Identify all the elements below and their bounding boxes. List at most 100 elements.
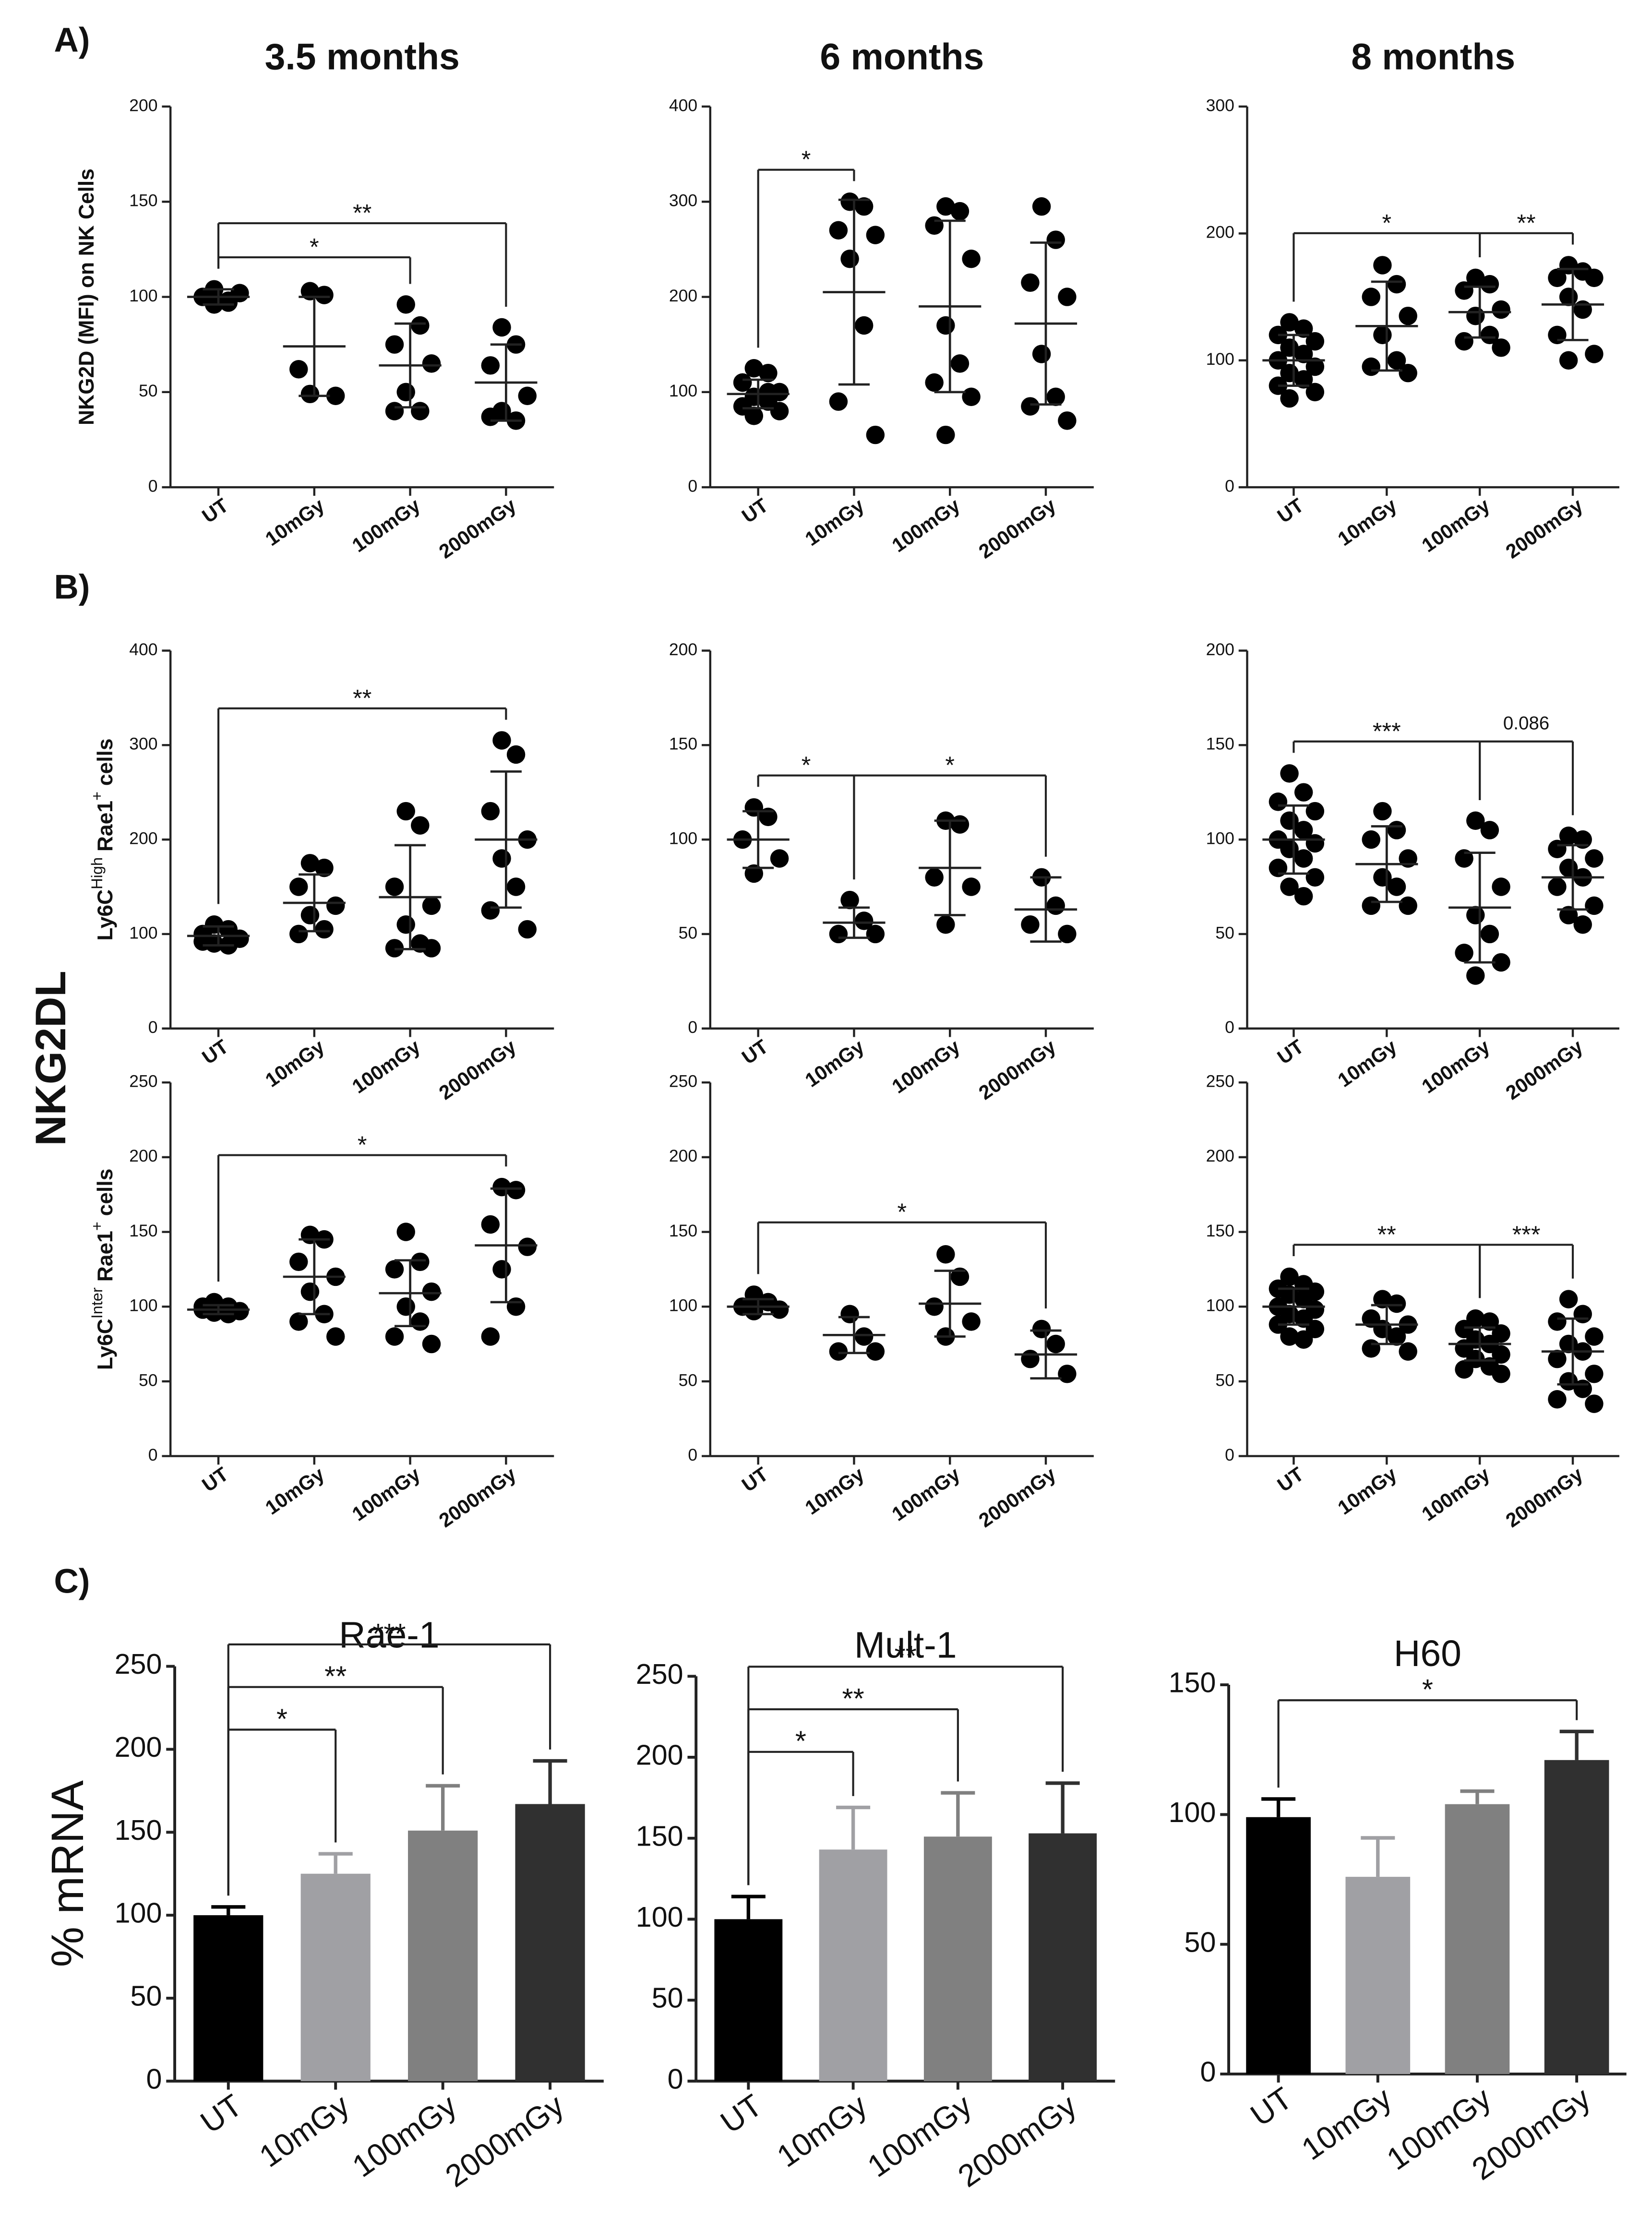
y-tick-label: 50 bbox=[679, 923, 698, 942]
y-tick-label: 0 bbox=[688, 1445, 697, 1464]
y-axis-label-part: Inter bbox=[88, 1287, 106, 1319]
data-point bbox=[411, 316, 430, 335]
sd-bar bbox=[934, 819, 966, 916]
error-bar bbox=[941, 1791, 975, 1837]
y-tick-label: 150 bbox=[669, 1221, 697, 1240]
data-point bbox=[506, 1297, 526, 1316]
error-bar bbox=[731, 1895, 766, 1919]
data-point bbox=[866, 1342, 885, 1361]
data-point bbox=[481, 1215, 500, 1234]
y-tick-label: 250 bbox=[636, 1658, 683, 1690]
sd-bar bbox=[742, 810, 774, 869]
data-point bbox=[1492, 338, 1510, 357]
y-tick-label: 200 bbox=[669, 286, 697, 305]
data-point bbox=[1058, 411, 1077, 430]
y-tick-label: 200 bbox=[115, 1731, 162, 1763]
significance-bracket: ** bbox=[1293, 1221, 1481, 1298]
data-point bbox=[950, 815, 970, 834]
y-tick-label: 0 bbox=[146, 2063, 162, 2095]
y-tick-label: 150 bbox=[115, 1814, 162, 1846]
data-point bbox=[289, 360, 308, 379]
data-point bbox=[1559, 826, 1578, 845]
sd-bar bbox=[1278, 1287, 1309, 1326]
significance-label: *** bbox=[1512, 1221, 1541, 1248]
data-point bbox=[300, 1282, 320, 1301]
data-point bbox=[1032, 345, 1051, 363]
data-point bbox=[936, 915, 955, 934]
y-tick-label: 150 bbox=[1206, 734, 1234, 754]
bar bbox=[1029, 1833, 1097, 2081]
data-point bbox=[1032, 197, 1051, 216]
y-tick-label: 50 bbox=[652, 1982, 683, 2014]
data-point bbox=[1573, 915, 1592, 934]
sd-bar bbox=[203, 925, 234, 947]
data-point bbox=[744, 359, 764, 378]
data-point bbox=[1559, 1290, 1578, 1308]
significance-label: * bbox=[358, 1131, 367, 1158]
y-tick-label: 100 bbox=[669, 828, 697, 848]
sd-bar bbox=[838, 906, 870, 939]
data-point bbox=[1362, 357, 1380, 376]
significance-bracket: * bbox=[217, 1131, 507, 1282]
y-tick-label: 100 bbox=[636, 1901, 683, 1933]
significance-label: *** bbox=[1373, 717, 1401, 744]
data-point bbox=[1305, 332, 1325, 351]
sd-bar bbox=[1030, 876, 1062, 943]
sd-bar bbox=[1464, 1326, 1496, 1362]
chart-title: 6 months bbox=[820, 36, 984, 78]
chart-title: Mult-1 bbox=[854, 1624, 957, 1666]
chart-title: H60 bbox=[1394, 1633, 1461, 1674]
data-point bbox=[300, 384, 320, 404]
data-point bbox=[1280, 877, 1299, 896]
significance-label: ** bbox=[842, 1682, 864, 1715]
significance-label: * bbox=[802, 145, 811, 173]
bar bbox=[193, 1915, 263, 2081]
y-tick-label: 0 bbox=[1225, 1018, 1234, 1037]
y-tick-label: 0 bbox=[148, 1445, 158, 1464]
data-point bbox=[1305, 383, 1325, 402]
data-point bbox=[492, 318, 511, 337]
data-point bbox=[1548, 325, 1567, 345]
data-point bbox=[1280, 1327, 1299, 1346]
data-point bbox=[481, 901, 500, 920]
significance-label: * bbox=[276, 1703, 287, 1735]
error-bar bbox=[1361, 1836, 1395, 1877]
panel-label: C) bbox=[54, 1563, 90, 1601]
data-point bbox=[1032, 1319, 1051, 1339]
data-point bbox=[1305, 834, 1325, 853]
data-point bbox=[326, 1327, 345, 1346]
significance-bracket: * bbox=[1277, 1673, 1578, 1788]
y-axis-label-part: Rae1 bbox=[94, 801, 117, 852]
data-point bbox=[289, 877, 308, 896]
data-point bbox=[1455, 944, 1473, 962]
bar bbox=[1345, 1877, 1411, 2074]
y-tick-label: 150 bbox=[669, 734, 697, 754]
data-point bbox=[733, 373, 752, 392]
y-tick-label: 0 bbox=[148, 1018, 158, 1037]
data-point bbox=[1021, 273, 1040, 292]
data-point bbox=[1387, 1294, 1406, 1313]
data-point bbox=[854, 316, 874, 335]
y-tick-label: 150 bbox=[129, 1221, 157, 1240]
data-point bbox=[422, 939, 441, 958]
significance-label: ** bbox=[1517, 209, 1535, 236]
significance-bracket: *** bbox=[227, 1618, 551, 1896]
data-point bbox=[1548, 268, 1567, 288]
data-point bbox=[770, 1300, 789, 1319]
bar bbox=[408, 1830, 478, 2081]
data-point bbox=[1399, 896, 1417, 915]
y-tick-label: 200 bbox=[129, 828, 157, 848]
data-point bbox=[492, 849, 511, 868]
y-tick-label: 0 bbox=[1225, 1445, 1234, 1464]
sd-bar bbox=[838, 1316, 870, 1355]
y-axis-label-part: + bbox=[88, 1222, 106, 1231]
significance-bracket: ** bbox=[217, 684, 507, 904]
data-point bbox=[518, 1237, 537, 1256]
data-point bbox=[1387, 821, 1406, 840]
data-point bbox=[506, 745, 526, 764]
y-tick-label: 150 bbox=[129, 191, 157, 210]
significance-label: ** bbox=[324, 1660, 347, 1692]
y-axis-label-part: cells bbox=[94, 1169, 117, 1216]
data-point bbox=[1399, 363, 1417, 383]
data-point bbox=[385, 877, 404, 896]
